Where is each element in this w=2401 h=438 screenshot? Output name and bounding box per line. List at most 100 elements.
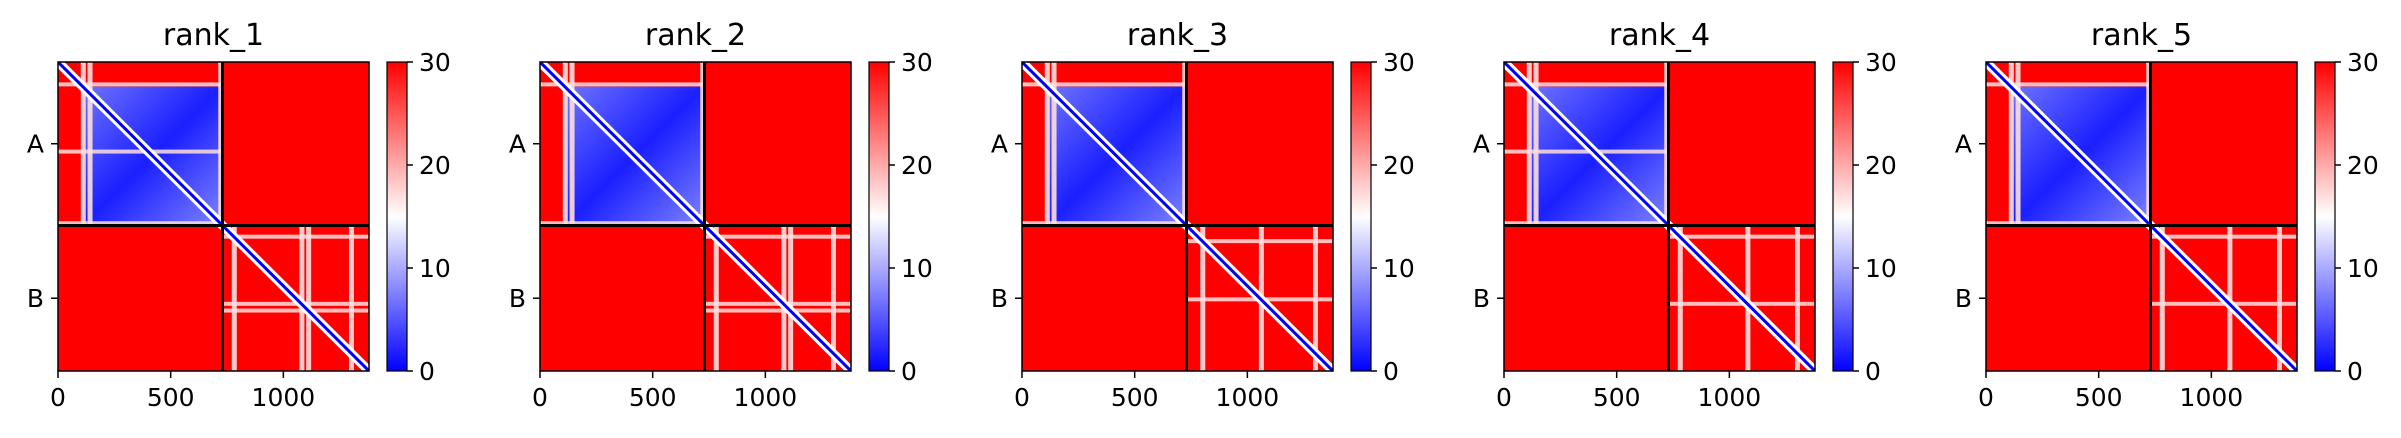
error-stripe [540,82,705,87]
error-stripe [569,62,575,226]
colorbar [1350,61,1372,372]
error-stripe [1664,62,1670,226]
colorbar [2314,61,2336,372]
x-tick-label: 0 [50,383,66,412]
colorbar-tick-label: 20 [901,151,933,180]
error-stripe [218,62,224,226]
error-stripe [2008,62,2014,226]
error-stripe [80,62,86,226]
error-stripe [788,225,794,371]
pae-panel-rank_2: rank_2 A B 0 500 1000 0 10 20 30 [509,18,933,412]
error-stripe [2146,62,2152,226]
error-stripe [1794,225,1800,371]
y-tick-label: A [1473,130,1490,159]
x-tick-label: 1000 [734,383,798,412]
colorbar-tick-label: 10 [2347,254,2379,283]
axes-frame [1985,61,2298,372]
panel-title: rank_4 [1609,18,1710,53]
axes-frame [539,61,852,372]
colorbar [868,61,890,372]
y-tick-label: B [1473,284,1490,313]
colorbar-tick-label: 0 [419,357,435,386]
colorbar [1832,61,1854,372]
diagonal-line [1504,62,1815,371]
x-tick-label: 500 [629,383,677,412]
x-tick-label: 500 [2075,383,2123,412]
error-stripe [1182,62,1188,226]
error-stripe [704,234,851,239]
error-stripe [1044,62,1050,226]
colorbar-tick-label: 30 [901,48,933,77]
colorbar-tick-label: 20 [419,151,451,180]
error-stripe [1186,239,1333,244]
error-stripe [1504,149,1669,154]
y-tick-label: B [509,284,526,313]
diagonal-line [540,62,851,371]
axes-frame [57,61,370,372]
y-tick-label: A [27,130,44,159]
colorbar-tick-label: 0 [2347,357,2363,386]
error-stripe [1668,234,1815,239]
error-stripe [2159,225,2165,371]
pae-panel-rank_1: rank_1 A B 0 500 1000 0 10 20 30 [27,18,451,412]
error-stripe [58,149,223,154]
colorbar-tick-label: 30 [2347,48,2379,77]
axes-frame [1503,61,1816,372]
panel-title: rank_2 [645,18,746,53]
pae-panel-rank_3: rank_3 A B 0 500 1000 0 10 20 30 [991,18,1415,412]
error-stripe [222,308,369,313]
error-stripe [1022,82,1187,87]
colorbar-tick-label: 10 [901,254,933,283]
error-stripe [700,62,706,226]
error-stripe [58,221,223,226]
colorbar-tick-label: 30 [1383,48,1415,77]
error-stripe [58,82,223,87]
y-tick-label: A [509,130,526,159]
error-stripe [704,308,851,313]
diagonal-line [1986,62,2297,371]
pae-panel-rank_4: rank_4 A B 0 500 1000 0 10 20 30 [1473,18,1897,412]
error-stripe [306,225,312,371]
colorbar-tick-label: 30 [1865,48,1897,77]
colorbar-tick-label: 0 [1865,357,1881,386]
error-stripe [2276,225,2282,371]
error-stripe [1051,62,1057,226]
panel-title: rank_3 [1127,18,1228,53]
error-stripe [1504,82,1669,87]
panel-title: rank_1 [163,18,264,53]
error-stripe [1986,82,2151,87]
y-tick-label: B [1955,284,1972,313]
y-tick-label: B [27,284,44,313]
error-stripe [1677,225,1683,371]
diagonal-line [1022,62,1333,371]
error-stripe [713,225,719,371]
error-stripe [540,221,705,226]
colorbar-tick-label: 20 [2347,151,2379,180]
pae-panel-rank_5: rank_5 A B 0 500 1000 0 10 20 30 [1955,18,2379,412]
error-stripe [830,225,836,371]
x-tick-label: 1000 [1698,383,1762,412]
error-stripe [222,234,369,239]
x-tick-label: 0 [1014,383,1030,412]
x-tick-label: 500 [1593,383,1641,412]
colorbar-tick-label: 0 [1383,357,1399,386]
error-stripe [1986,221,2151,226]
error-stripe [1504,221,1669,226]
error-stripe [2150,234,2297,239]
x-tick-label: 1000 [252,383,316,412]
colorbar-tick-label: 10 [1383,254,1415,283]
axes-frame [1021,61,1334,372]
x-tick-label: 0 [1978,383,1994,412]
x-tick-label: 0 [1496,383,1512,412]
y-tick-label: A [991,130,1008,159]
x-tick-label: 500 [1111,383,1159,412]
colorbar-tick-label: 20 [1865,151,1897,180]
error-stripe [87,62,93,226]
y-tick-label: A [1955,130,1972,159]
colorbar-tick-label: 20 [1383,151,1415,180]
panel-title: rank_5 [2091,18,2192,53]
colorbar [386,61,408,372]
error-stripe [562,62,568,226]
colorbar-tick-label: 10 [1865,254,1897,283]
